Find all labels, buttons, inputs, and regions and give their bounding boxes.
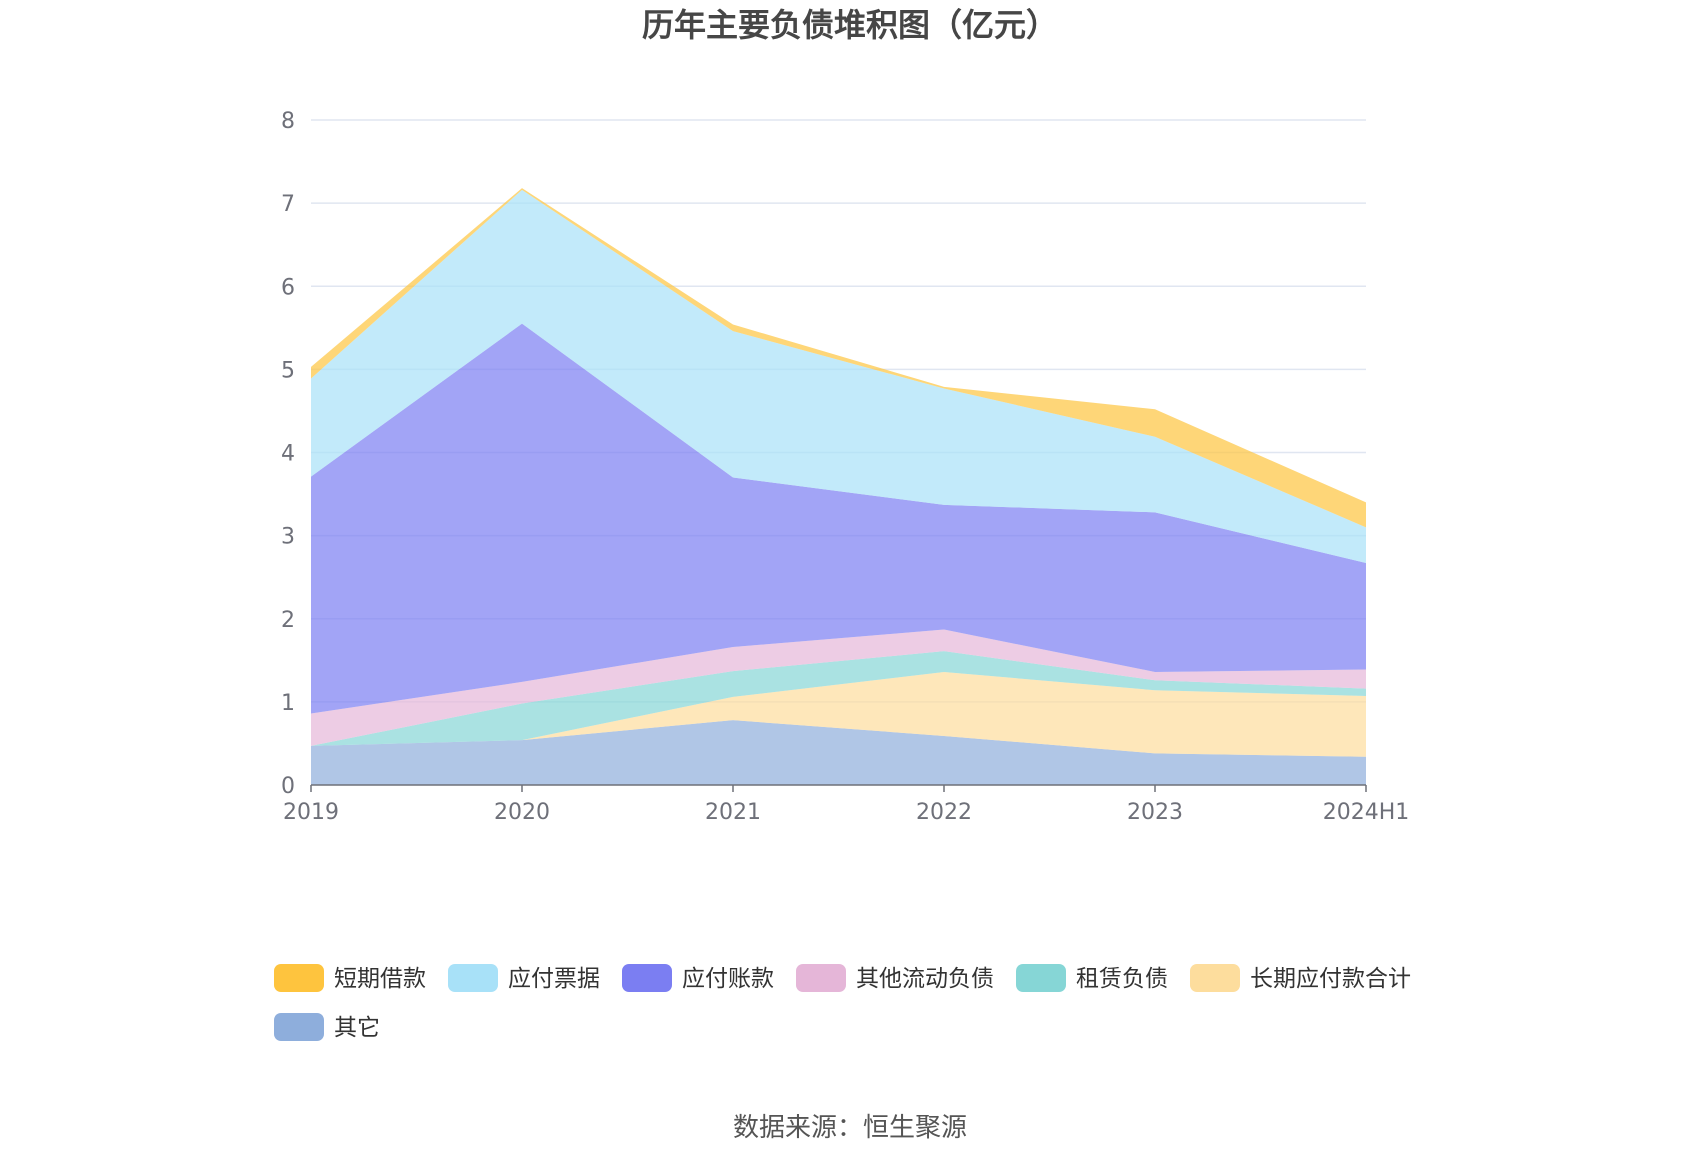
legend-label: 应付票据 [508,966,600,992]
series-area [311,671,1366,757]
legend-label: 短期借款 [334,966,426,992]
legend-swatch [796,964,846,992]
x-tick-label: 2020 [494,800,550,825]
series-area [311,189,1366,564]
legend-item: 其它 [274,1013,380,1041]
legend-item: 长期应付款合计 [1190,964,1411,992]
y-tick-label: 7 [281,192,295,217]
legend-swatch [274,1013,324,1041]
legend-label: 其他流动负债 [856,966,994,992]
area-layer [311,188,1366,785]
y-tick-label: 3 [281,525,295,550]
legend-item: 短期借款 [274,964,426,992]
x-tick-label: 2022 [916,800,972,825]
legend-swatch [622,964,672,992]
legend-item: 其他流动负债 [796,964,994,992]
y-tick-label: 2 [281,608,295,633]
x-tick-label: 2024H1 [1323,800,1410,825]
y-tick-label: 0 [281,774,295,799]
series-area [311,188,1366,528]
legend-label: 应付账款 [682,966,774,992]
chart-title: 历年主要负债堆积图（亿元） [642,6,1058,44]
series-area [311,651,1366,746]
legend-item: 租赁负债 [1016,964,1168,992]
legend-item: 应付票据 [448,964,600,992]
series-area [311,720,1366,785]
y-tick-label: 6 [281,275,295,300]
legend-label: 其它 [334,1015,380,1041]
legend-swatch [274,964,324,992]
x-tick-label: 2021 [705,800,761,825]
y-tick-label: 1 [281,691,295,716]
legend-swatch [1016,964,1066,992]
series-area [311,629,1366,746]
legend-label: 租赁负债 [1076,966,1168,992]
legend-swatch [448,964,498,992]
source-text: 数据来源：恒生聚源 [733,1113,967,1143]
y-tick-label: 5 [281,358,295,383]
legend-swatch [1190,964,1240,992]
axis-layer: 0 1 2 3 4 5 6 7 8 2019 2020 2021 2022 2023 2024H1 [281,109,1409,825]
legend-item: 应付账款 [622,964,774,992]
y-tick-label: 4 [281,442,295,467]
y-tick-label: 8 [281,109,295,134]
series-area [311,323,1366,714]
legend-label: 长期应付款合计 [1250,966,1411,992]
x-tick-label: 2019 [283,800,339,825]
x-tick-label: 2023 [1127,800,1183,825]
